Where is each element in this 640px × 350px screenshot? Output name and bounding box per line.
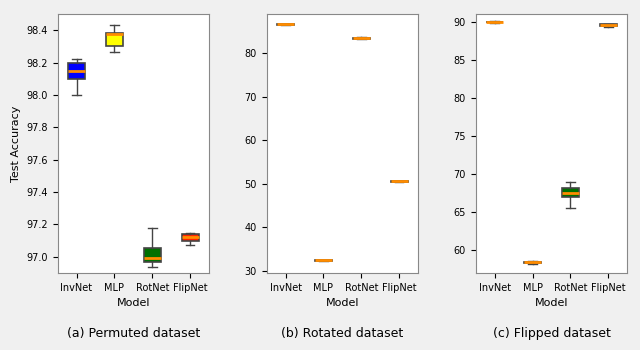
X-axis label: Model: Model [116,298,150,308]
PathPatch shape [562,188,579,197]
Y-axis label: Test Accuracy: Test Accuracy [11,105,20,182]
PathPatch shape [524,262,541,263]
PathPatch shape [106,33,123,47]
PathPatch shape [144,248,161,262]
Text: (b) Rotated dataset: (b) Rotated dataset [281,327,404,340]
X-axis label: Model: Model [326,298,359,308]
PathPatch shape [600,25,617,26]
Text: (c) Flipped dataset: (c) Flipped dataset [493,327,611,340]
Text: (a) Permuted dataset: (a) Permuted dataset [67,327,200,340]
PathPatch shape [315,260,332,261]
PathPatch shape [353,37,370,39]
X-axis label: Model: Model [534,298,568,308]
PathPatch shape [182,234,198,241]
PathPatch shape [68,63,85,79]
PathPatch shape [277,24,294,25]
PathPatch shape [390,181,408,182]
